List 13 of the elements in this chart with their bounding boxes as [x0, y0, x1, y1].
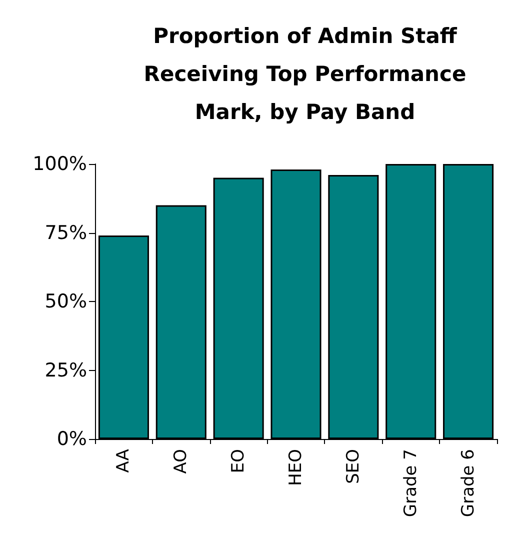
y-tick-label: 75% — [44, 222, 87, 244]
x-tick-label: HEO — [286, 449, 306, 486]
x-tick-label: Grade 6 — [458, 449, 478, 518]
y-tick-label: 0% — [56, 428, 87, 450]
x-tick-label: Grade 7 — [400, 449, 421, 518]
x-tick-label: AA — [114, 448, 134, 473]
x-tick-label: SEO — [343, 449, 364, 484]
y-tick-label: 25% — [44, 359, 87, 382]
x-tick-label: EO — [228, 449, 249, 474]
y-tick-label: 100% — [32, 153, 87, 175]
x-tick-label: AO — [171, 449, 192, 474]
chart-title: Proportion of Admin Staff Receiving Top Performance Mark, by Pay Band — [144, 24, 466, 124]
y-tick-label: 50% — [44, 290, 87, 312]
